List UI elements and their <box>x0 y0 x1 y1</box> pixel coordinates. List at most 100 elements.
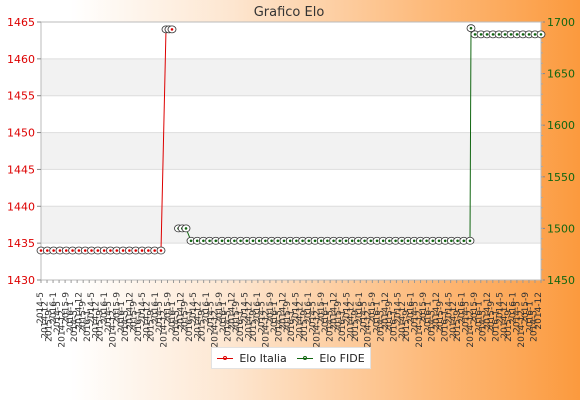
x-tick-label: 2014-12 <box>517 310 527 348</box>
x-tick-label: 2015-9 <box>164 292 174 324</box>
series-point-1 <box>357 239 360 243</box>
series-point-1 <box>313 239 317 243</box>
series-point-1 <box>515 33 519 36</box>
x-tick-label: 2015-9 <box>130 301 140 333</box>
series-point-1 <box>406 239 410 243</box>
x-tick-label: 2014-5 <box>513 301 523 333</box>
x-tick-label: 2015-9 <box>368 292 378 324</box>
series-point-1 <box>456 239 459 243</box>
x-tick-label: 2016-1 <box>134 310 144 342</box>
x-tick-label: 2014-5 <box>343 292 353 324</box>
x-tick-label: 2015-9 <box>45 310 55 342</box>
series-point-1 <box>288 239 292 243</box>
series-point-1 <box>338 239 342 243</box>
series-point-1 <box>375 239 379 243</box>
series-point-1 <box>400 239 404 243</box>
series-point-1 <box>527 33 531 36</box>
series-point-0 <box>96 249 100 252</box>
series-point-1 <box>450 239 453 243</box>
x-tick-label: 2014-5 <box>53 301 63 333</box>
chart-title: Grafico Elo <box>254 5 325 20</box>
x-tick-label: 2016-1 <box>321 301 331 333</box>
right-tick-label: 1600 <box>547 119 575 132</box>
x-tick-label: 2014-12 <box>245 301 255 339</box>
legend-item-elo-fide: Elo FIDE <box>297 352 365 365</box>
x-tick-label: 2014-5 <box>496 292 506 324</box>
x-tick-label: 2014-12 <box>279 292 289 330</box>
x-tick-label: 2014-5 <box>172 310 182 342</box>
series-point-1 <box>479 33 483 36</box>
left-tick-label: 1430 <box>7 274 35 287</box>
series-point-1 <box>270 239 273 243</box>
x-tick-label: 2015-9 <box>215 292 225 324</box>
series-point-1 <box>539 33 543 36</box>
series-point-0 <box>58 249 62 252</box>
series-point-0 <box>153 249 156 252</box>
x-tick-label: 2014-12 <box>194 301 204 339</box>
x-tick-label: 2014-5 <box>223 310 233 342</box>
series-point-1 <box>301 239 304 243</box>
x-tick-label: 2016-1 <box>304 292 314 324</box>
x-tick-label: 2014-12 <box>313 310 323 348</box>
series-point-1 <box>264 239 267 243</box>
x-tick-label: 2015-9 <box>385 301 395 333</box>
x-tick-label: 2014-12 <box>483 292 493 330</box>
x-tick-label: 2014-12 <box>91 301 101 339</box>
series-point-1 <box>425 239 428 243</box>
series-point-1 <box>189 239 193 243</box>
series-point-0 <box>109 249 112 252</box>
x-tick-label: 2014-5 <box>325 310 335 342</box>
series-point-1 <box>245 239 249 243</box>
series-point-1 <box>388 239 391 243</box>
left-tick-label: 1450 <box>7 127 35 140</box>
series-point-1 <box>431 239 435 243</box>
series-point-0 <box>39 249 43 252</box>
x-tick-label: 2016-1 <box>355 292 365 324</box>
x-tick-label: 2014-12 <box>40 301 50 339</box>
x-tick-label: 2015-9 <box>351 310 361 342</box>
series-point-1 <box>326 239 329 243</box>
x-tick-label: 2015-9 <box>113 292 123 324</box>
series-point-0 <box>134 249 138 252</box>
right-tick-label: 1500 <box>547 222 575 235</box>
series-point-1 <box>468 239 472 243</box>
grid-band <box>41 132 541 170</box>
x-tick-label: 2014-12 <box>228 292 238 330</box>
series-point-0 <box>83 249 87 252</box>
series-point-1 <box>350 239 354 243</box>
x-tick-label: 2016-1 <box>168 301 178 333</box>
x-tick-label: 2015-9 <box>453 310 463 342</box>
x-tick-label: 2014-5 <box>462 301 472 333</box>
series-point-1 <box>497 33 501 36</box>
series-point-0 <box>159 249 163 252</box>
left-tick-label: 1440 <box>7 200 35 213</box>
series-point-0 <box>102 249 106 252</box>
x-tick-label: 2014-5 <box>240 292 250 324</box>
x-tick-label: 2014-12 <box>415 310 425 348</box>
x-tick-label: 2014-5 <box>87 292 97 324</box>
series-point-0 <box>77 249 81 252</box>
series-point-1 <box>419 239 422 243</box>
x-tick-label: 2016-1 <box>202 292 212 324</box>
x-tick-label: 2016-1 <box>66 301 76 333</box>
x-tick-label: 2015-9 <box>470 292 480 324</box>
x-tick-label: 2015-9 <box>181 301 191 333</box>
x-tick-label: 2016-1 <box>100 292 110 324</box>
right-tick-label: 1450 <box>547 274 575 287</box>
x-tick-label: 2014-5 <box>530 310 540 342</box>
series-point-1 <box>533 33 537 36</box>
x-tick-label: 2014-5 <box>274 310 284 342</box>
legend-label-elo-italia: Elo Italia <box>239 351 287 365</box>
x-tick-label: 2016-1 <box>83 310 93 342</box>
x-tick-label: 2016-1 <box>185 310 195 342</box>
series-point-0 <box>121 249 125 252</box>
series-point-1 <box>307 239 311 243</box>
series-point-1 <box>239 239 242 243</box>
x-tick-label: 2014-12 <box>398 301 408 339</box>
series-point-0 <box>128 249 131 252</box>
x-tick-label: 2014-12 <box>262 310 272 348</box>
x-tick-label: 2016-1 <box>253 292 263 324</box>
x-tick-label: 2014-5 <box>479 310 489 342</box>
x-tick-label: 2016-1 <box>423 301 433 333</box>
x-tick-label: 2014-12 <box>296 301 306 339</box>
